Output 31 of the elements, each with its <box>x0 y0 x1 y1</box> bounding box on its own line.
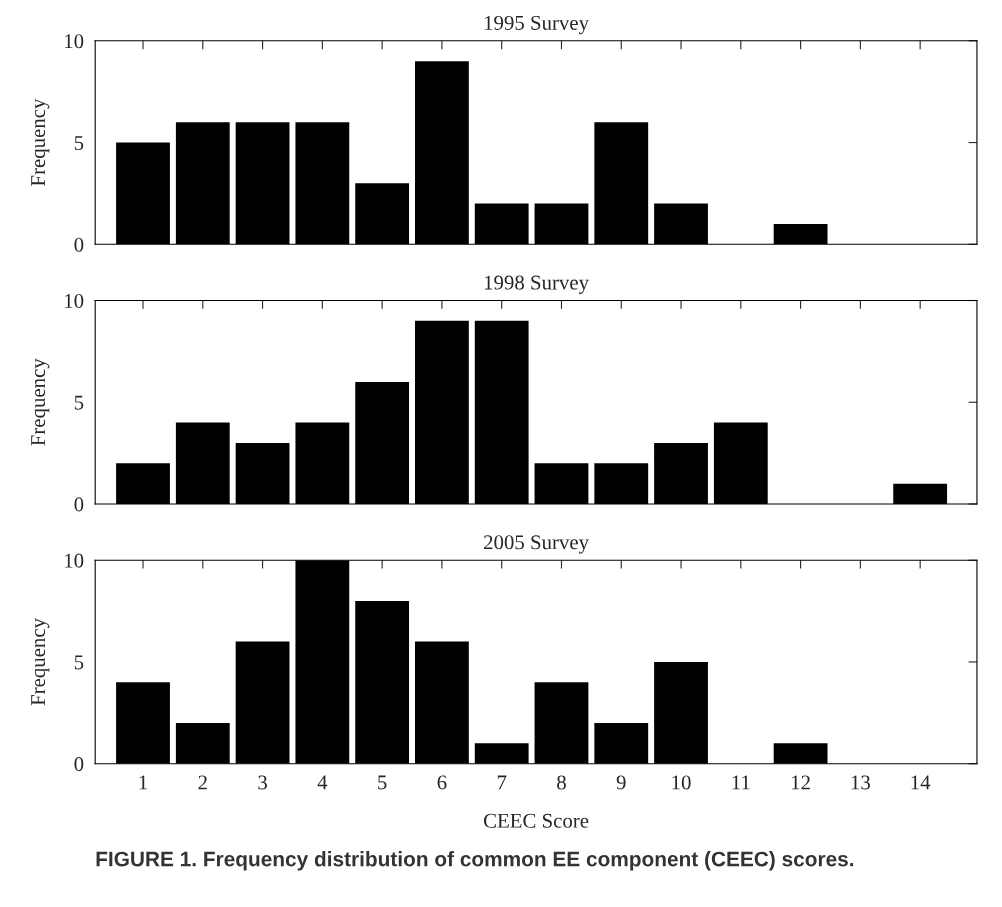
y-tick-label: 5 <box>74 395 84 410</box>
x-tick-label: 10 <box>672 775 691 790</box>
x-axis-title: CEEC Score <box>483 813 589 828</box>
chart-title: 2005 Survey <box>484 535 589 554</box>
x-tick-label: 4 <box>317 775 328 790</box>
caption: FIGURE 1. Frequency distribution of common EE component (CEEC) scores. <box>96 851 854 871</box>
y-tick-label: 5 <box>74 136 84 150</box>
y-tick-label: 10 <box>65 34 84 49</box>
chart-title: 1998 Survey <box>484 275 589 294</box>
y-axis-title: Frequency <box>31 358 50 446</box>
x-tick-label: 12 <box>792 775 810 790</box>
x-tick-label: 5 <box>378 775 387 790</box>
x-tick-label: 3 <box>258 775 267 790</box>
x-tick-label: 7 <box>497 775 507 790</box>
x-tick-label: 11 <box>732 775 750 790</box>
x-tick-label: 1 <box>139 775 147 790</box>
x-tick-label: 6 <box>437 775 447 790</box>
x-tick-label: 9 <box>616 775 626 790</box>
x-tick-label: 14 <box>911 775 931 790</box>
y-tick-label: 10 <box>65 293 84 308</box>
y-tick-label: 5 <box>74 655 84 670</box>
x-tick-label: 13 <box>851 775 870 790</box>
x-tick-label: 8 <box>557 775 566 790</box>
y-axis-title: Frequency <box>31 98 50 186</box>
y-tick-label: 0 <box>74 237 84 252</box>
y-tick-label: 0 <box>74 497 84 512</box>
y-tick-label: 10 <box>65 553 84 568</box>
y-tick-label: 0 <box>74 757 84 772</box>
y-axis-title: Frequency <box>31 618 50 706</box>
chart-title: 1995 Survey <box>484 15 589 35</box>
x-tick-label: 2 <box>198 775 207 790</box>
